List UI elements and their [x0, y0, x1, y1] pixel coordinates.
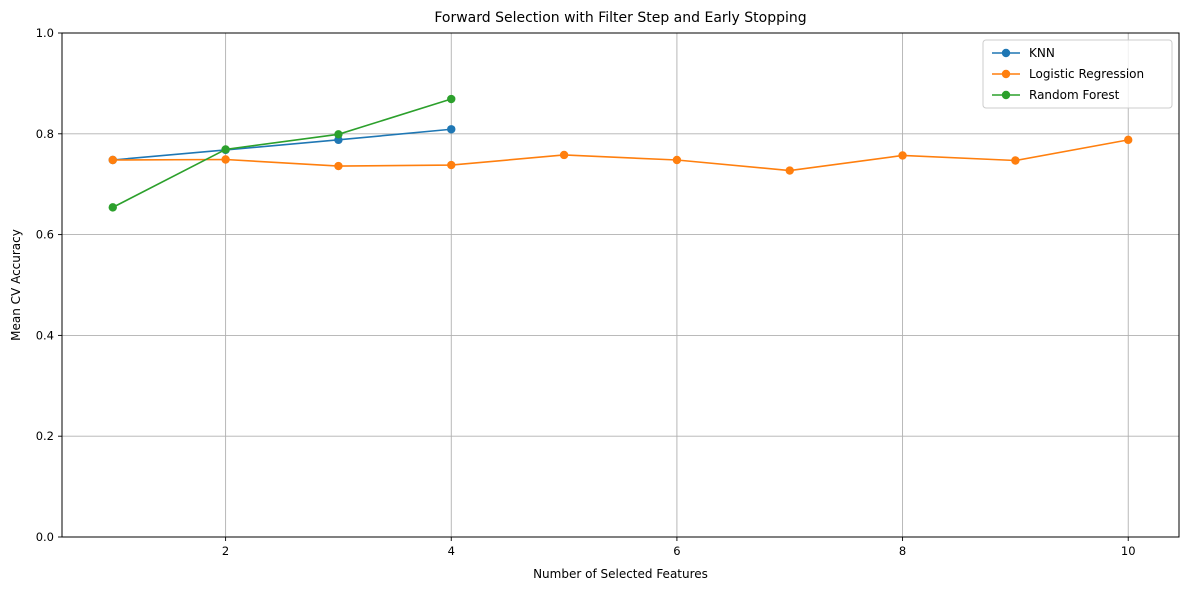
legend-swatch-marker [1001, 90, 1011, 100]
x-tick-label: 6 [673, 544, 680, 558]
legend-label: Logistic Regression [1029, 67, 1144, 81]
data-point-random-forest [221, 145, 230, 154]
legend-swatch-marker [1001, 48, 1011, 58]
grid [62, 32, 1179, 538]
series-knn [108, 125, 456, 165]
data-point-random-forest [334, 130, 343, 139]
x-tick-label: 4 [448, 544, 455, 558]
data-point-random-forest [108, 203, 117, 212]
data-point-logistic-regression [1011, 156, 1020, 165]
x-tick-label: 2 [222, 544, 229, 558]
y-tick-label: 0.8 [36, 127, 54, 141]
legend-label: Random Forest [1029, 88, 1120, 102]
y-axis-label: Mean CV Accuracy [9, 229, 23, 341]
data-point-logistic-regression [672, 155, 682, 165]
y-tick-label: 1.0 [36, 26, 54, 40]
x-tick-label: 10 [1121, 544, 1136, 558]
y-tick-label: 0.6 [36, 228, 54, 242]
data-point-logistic-regression [785, 166, 794, 175]
data-point-knn [447, 125, 456, 134]
chart-title: Forward Selection with Filter Step and E… [434, 10, 806, 26]
x-tick-label: 8 [899, 544, 906, 558]
series-line-logistic-regression [112, 139, 1129, 172]
legend-item-random-forest: Random Forest [992, 88, 1120, 102]
data-point-random-forest [447, 94, 456, 104]
data-point-logistic-regression [108, 155, 117, 165]
legend-swatch-marker [1001, 69, 1011, 79]
legend-item-knn: KNN [992, 46, 1055, 60]
data-point-logistic-regression [559, 150, 569, 160]
series-line-knn [112, 128, 452, 161]
data-point-logistic-regression [1124, 135, 1133, 145]
legend-item-logistic-regression: Logistic Regression [992, 67, 1144, 81]
y-tick-label: 0.4 [36, 328, 54, 342]
x-axis-label: Number of Selected Features [533, 567, 708, 581]
legend-box [982, 39, 1173, 109]
axis-ticks: 2 4 6 8 10 0.0 0.2 0.4 0.6 0.8 1.0 [36, 26, 1136, 558]
series-group [108, 94, 1133, 212]
data-point-logistic-regression [447, 160, 456, 170]
series-logistic-regression [108, 135, 1133, 175]
y-tick-label: 0.0 [36, 530, 54, 544]
data-point-logistic-regression [334, 161, 343, 171]
plot-area-frame [61, 32, 1180, 538]
data-point-logistic-regression [221, 155, 230, 164]
data-point-logistic-regression [898, 151, 907, 160]
y-tick-label: 0.2 [36, 429, 54, 443]
series-line-random-forest [112, 98, 452, 209]
legend: KNN Logistic Regression Random Forest [982, 39, 1173, 109]
series-random-forest [108, 94, 456, 212]
legend-label: KNN [1029, 46, 1055, 60]
